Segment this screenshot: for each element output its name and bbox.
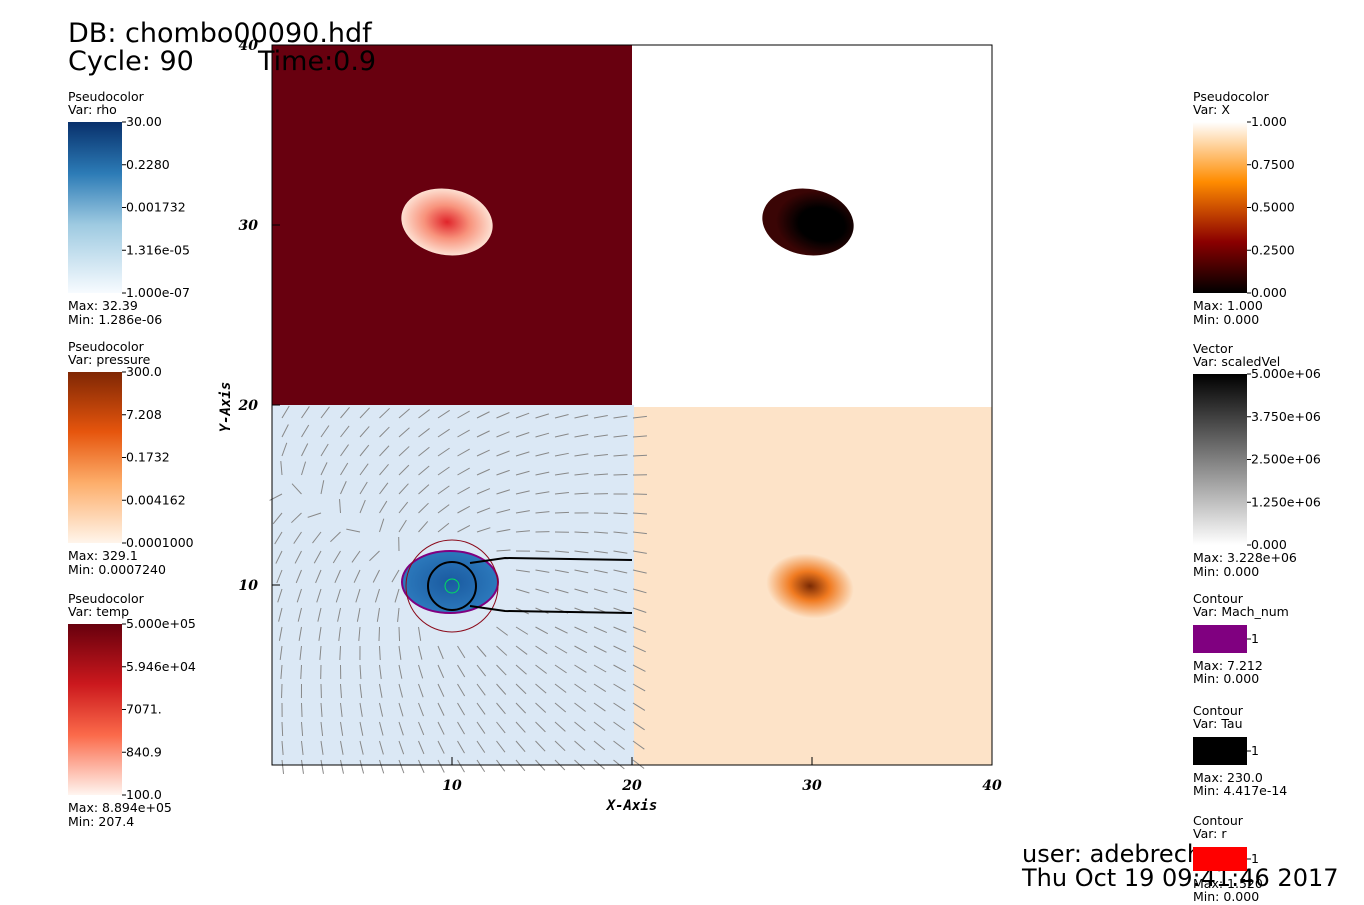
legend-min: Min: 207.4 <box>68 814 134 829</box>
x-tick-label: 10 <box>442 778 462 794</box>
legend-tick-label: 0.1732 <box>126 450 170 465</box>
legend-min: Min: 0.000 <box>1193 889 1259 901</box>
legend-min: Min: 4.417e-14 <box>1193 783 1287 798</box>
plot-area <box>270 45 992 774</box>
contour-swatch <box>1193 625 1247 653</box>
legend-tick-label: 7.208 <box>126 407 162 422</box>
legend-tick-label: 1 <box>1251 743 1259 758</box>
legend-tick-label: 5.946e+04 <box>126 659 196 674</box>
vector-arrow <box>379 627 380 641</box>
cycle: Cycle: 90 <box>68 46 194 77</box>
legend-tick-label: 2.500e+06 <box>1251 452 1321 467</box>
color-bar <box>68 624 122 795</box>
color-bar <box>68 372 122 543</box>
vector-arrow <box>633 455 647 456</box>
y-tick-label: 40 <box>239 38 259 54</box>
x-tick-label: 30 <box>802 778 822 794</box>
vector-arrow <box>614 474 628 475</box>
vector-arrow <box>340 646 341 660</box>
x-tick-label: 20 <box>621 778 642 794</box>
x-axis-label: X-Axis <box>606 798 658 814</box>
y-axis-label: Y-Axis <box>218 382 234 433</box>
vector-arrow <box>614 513 628 514</box>
legend-tick-label: 1 <box>1251 631 1259 646</box>
legend-var: Var: Mach_num <box>1193 604 1289 619</box>
vector-arrow <box>302 703 303 717</box>
legend-max: Max: 32.39 <box>68 298 138 313</box>
legend-max: Max: 1.000 <box>1193 298 1263 313</box>
legend-var: Var: Tau <box>1193 716 1243 731</box>
legend-max: Max: 3.228e+06 <box>1193 550 1297 565</box>
vector-arrow <box>282 722 283 736</box>
y-tick-label: 30 <box>239 218 259 234</box>
contour-swatch <box>1193 847 1247 871</box>
legend-tick-label: 7071. <box>126 702 162 717</box>
legend-tick-label: 0.004162 <box>126 492 186 507</box>
color-bar <box>68 122 122 293</box>
y-tick-label: 20 <box>238 398 259 414</box>
legend-tick-label: 0.2280 <box>126 157 170 172</box>
legend-min: Min: 0.000 <box>1193 671 1259 686</box>
vector-arrow <box>399 627 400 641</box>
color-bar <box>1193 122 1247 293</box>
legend-var: Var: temp <box>68 604 129 619</box>
legend-var: Var: r <box>1193 826 1227 841</box>
legend-min: Min: 0.000 <box>1193 312 1259 327</box>
legend-tick-label: 3.750e+06 <box>1251 409 1321 424</box>
legend-tick-label: 1.000 <box>1251 114 1287 129</box>
legend-tick-label: 0.2500 <box>1251 242 1295 257</box>
legend-min: Min: 1.286e-06 <box>68 312 162 327</box>
time: Time:0.9 <box>257 46 376 77</box>
legend-tick-label: 0.5000 <box>1251 200 1295 215</box>
legend-max: Max: 329.1 <box>68 548 138 563</box>
x-tick-label: 40 <box>982 778 1002 794</box>
legend-tick-label: 30.00 <box>126 114 162 129</box>
date: Thu Oct 19 09:41:46 2017 <box>1021 864 1339 892</box>
db-name: DB: chombo00090.hdf <box>68 18 373 49</box>
legend-tick-label: 300.0 <box>126 364 162 379</box>
legend-tick-label: 1.250e+06 <box>1251 494 1321 509</box>
contour-swatch <box>1193 737 1247 765</box>
y-tick-label: 10 <box>239 578 259 594</box>
legend-tick-label: 0.7500 <box>1251 157 1295 172</box>
legend-tick-label: 1.316e-05 <box>126 242 190 257</box>
legend-tick-label: 5.000e+05 <box>126 616 196 631</box>
legend-min: Min: 0.0007240 <box>68 562 166 577</box>
vector-arrow <box>555 512 569 513</box>
legend-var: Var: rho <box>68 102 117 117</box>
color-bar <box>1193 374 1247 545</box>
legend-tick-label: 5.000e+06 <box>1251 366 1321 381</box>
legend-min: Min: 0.000 <box>1193 564 1259 579</box>
legend-var: Var: X <box>1193 102 1230 117</box>
legend-tick-label: 0.001732 <box>126 200 186 215</box>
legend-tick-label: 840.9 <box>126 744 162 759</box>
legend-max: Max: 8.894e+05 <box>68 800 172 815</box>
legend-tick-label: 1 <box>1251 851 1259 866</box>
